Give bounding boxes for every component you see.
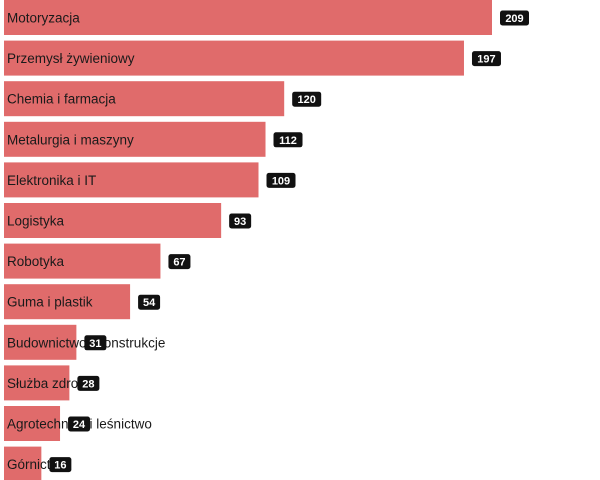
value-badge [168, 254, 191, 270]
category-label: Robotyka [7, 254, 65, 269]
bar-group-logistyka: Logistyka 93 [4, 203, 252, 238]
value-label: 54 [143, 297, 156, 309]
category-label: Służba zdrowia [7, 376, 99, 391]
bar-group-metalurgia-i-maszyny: Metalurgia i maszyny 112 [4, 121, 303, 157]
value-label: 67 [173, 257, 185, 269]
bar-group-elektronika-i-it: Elektronika i IT 109 [4, 162, 296, 198]
value-label: 120 [298, 94, 316, 106]
value-badge [84, 335, 107, 351]
value-label: 93 [234, 216, 246, 228]
bar-agrotechnika-i-lesnictwo [4, 406, 61, 441]
category-label: Elektronika i IT [7, 173, 96, 188]
value-label: 31 [89, 338, 101, 350]
value-badge [273, 132, 303, 148]
bar-sluzba-zdrowia [4, 365, 70, 401]
bar-gornictwo [4, 446, 42, 480]
category-label: Chemia i farmacja [7, 92, 116, 107]
value-label: 112 [279, 135, 297, 147]
category-label: Przemysł żywieniowy [7, 51, 135, 66]
value-badge [471, 51, 501, 67]
bar-logistyka [4, 203, 222, 238]
category-label: Motoryzacja [7, 11, 80, 26]
bar-group-robotyka: Robotyka 67 [4, 243, 191, 279]
value-badge [49, 457, 72, 473]
value-label: 24 [73, 419, 86, 431]
category-label: Guma i plastik [7, 295, 93, 310]
value-label: 28 [82, 378, 94, 390]
value-badge [292, 91, 322, 107]
bar-chemia-i-farmacja [4, 81, 285, 117]
value-label: 197 [477, 54, 495, 66]
bar-metalurgia-i-maszyny [4, 121, 266, 157]
bar-motoryzacja [4, 0, 492, 35]
bar-guma-i-plastik [4, 284, 131, 320]
bar-przemysl-zywieniowy [4, 40, 464, 76]
bar-budownictwo-i-konstrukcje [4, 324, 77, 360]
bar-group-chemia-i-farmacja: Chemia i farmacja 120 [4, 81, 322, 117]
value-label: 16 [54, 460, 66, 472]
bar-group-motoryzacja: Motoryzacja 209 [4, 0, 529, 35]
value-badge [229, 213, 252, 229]
value-badge [138, 294, 161, 310]
value-badge [77, 375, 100, 391]
value-badge [500, 10, 529, 26]
value-label: 209 [505, 13, 523, 25]
value-badge [68, 416, 91, 432]
category-label: Logistyka [7, 214, 65, 229]
bar-elektronika-i-it [4, 162, 259, 198]
bar-group-guma-i-plastik: Guma i plastik 54 [4, 284, 161, 320]
value-badge [266, 172, 296, 188]
bar-robotyka [4, 243, 161, 279]
value-label: 109 [272, 175, 290, 187]
category-label: Metalurgia i maszyny [7, 132, 134, 147]
bar-group-przemysl-zywieniowy: Przemysł żywieniowy 197 [4, 40, 501, 76]
